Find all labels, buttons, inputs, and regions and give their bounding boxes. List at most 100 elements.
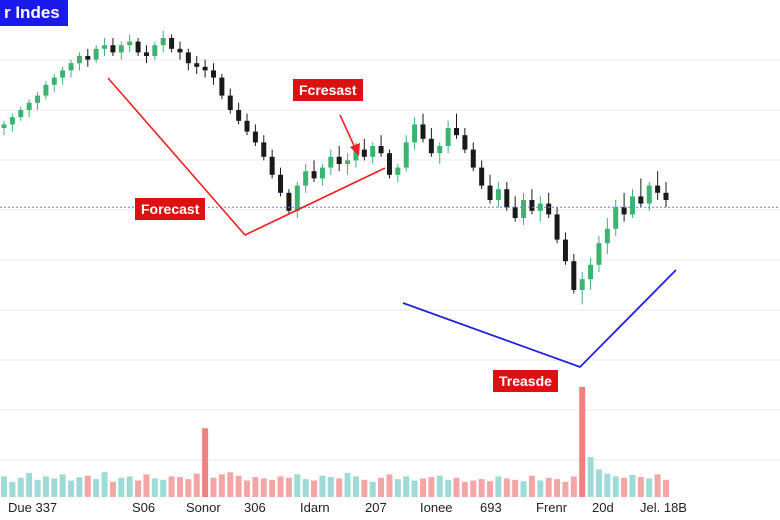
red-trend-line [107, 77, 386, 236]
volume-bar [528, 475, 535, 497]
volume-bar [168, 476, 175, 497]
volume-bar [93, 479, 100, 497]
candle-body [487, 185, 493, 200]
red-forecast-arrow [339, 114, 357, 151]
volume-bar [654, 474, 661, 497]
candle-body [185, 52, 191, 64]
candle-body [521, 200, 527, 218]
volume-bar [637, 477, 644, 497]
volume-bar [595, 469, 602, 497]
volume-bar [244, 480, 251, 497]
candle-body [76, 56, 82, 64]
volume-bar [109, 481, 116, 497]
volume-bar [478, 479, 485, 497]
red-forecast-arrowhead [350, 143, 360, 156]
volume-bar [160, 479, 167, 497]
candle-body [60, 70, 66, 78]
volume-bar [403, 476, 410, 497]
candle-body [629, 196, 635, 215]
volume-bar [344, 472, 351, 497]
volume-bar [587, 457, 594, 497]
candle-body [571, 261, 577, 290]
volume-bar [453, 477, 460, 497]
volume-bar [570, 476, 577, 497]
volume-bar [663, 479, 669, 497]
candle-body [210, 70, 216, 78]
candle-body [412, 124, 418, 143]
volume-bar [361, 479, 368, 497]
candle-body [35, 95, 41, 103]
candle-body [68, 63, 74, 71]
candle-body [18, 110, 24, 118]
volume-bar [327, 477, 334, 497]
volume-bar [185, 479, 192, 497]
candle-body [9, 117, 15, 125]
candle-body [135, 41, 141, 53]
candle-body [269, 156, 275, 175]
candle-body [588, 264, 594, 280]
volume-bar [411, 480, 418, 497]
candle-body [152, 45, 158, 56]
x-tick-label: Sonor [186, 500, 221, 515]
candle-body [102, 45, 108, 49]
x-tick-label: 207 [365, 500, 387, 515]
volume-bar [537, 480, 544, 497]
x-tick-label: 306 [244, 500, 266, 515]
x-tick-label: S06 [132, 500, 156, 515]
volume-bar [579, 387, 586, 497]
candle-body [143, 52, 149, 56]
candle-body [646, 185, 652, 204]
volume-bar [260, 478, 267, 497]
blue-trend-line [402, 269, 677, 369]
candle-body [579, 279, 585, 290]
candle-body [286, 192, 292, 211]
volume-bar [545, 477, 552, 497]
volume-bar [277, 476, 284, 497]
candle-body [110, 45, 116, 53]
callout-forecast-top: Fcresast [292, 78, 364, 102]
candle-body [395, 167, 401, 175]
candle-body [26, 102, 32, 110]
volume-bar [487, 481, 494, 497]
candle-body [386, 153, 392, 175]
volume-bar [202, 428, 209, 497]
candle-body [236, 110, 242, 121]
volume-bar [311, 480, 318, 497]
volume-bar [34, 479, 41, 497]
candle-body [403, 142, 409, 168]
volume-bar [269, 479, 276, 497]
candle-body [428, 138, 434, 154]
volume-bar [352, 476, 359, 497]
candle-body [437, 146, 443, 154]
volume-bar [26, 472, 33, 497]
candle-body [169, 38, 175, 49]
x-tick-label: Jel. 18B [640, 500, 687, 515]
volume-bar [151, 478, 158, 497]
candle-body [51, 77, 57, 85]
volume-bar [445, 479, 452, 497]
volume-bar [235, 475, 242, 497]
volume-bar [118, 477, 125, 497]
volume-bar [285, 477, 292, 497]
candle-body [194, 63, 200, 67]
volume-bar [218, 474, 225, 497]
candle-body [43, 84, 49, 96]
candle-body [252, 131, 258, 143]
candle-body [261, 142, 267, 157]
volume-bar [76, 477, 83, 497]
volume-bar [59, 474, 66, 497]
volume-bar [554, 479, 561, 497]
x-tick-label: 693 [480, 500, 502, 515]
callout-trend-low: Treasde [492, 369, 559, 393]
volume-bar [512, 479, 519, 497]
volume-bar [646, 478, 653, 497]
candle-body [345, 160, 351, 164]
candle-body [479, 167, 485, 186]
volume-bar [227, 472, 234, 497]
chart-grid [0, 59, 780, 461]
volume-bar [319, 475, 326, 497]
candle-body [470, 149, 476, 168]
volume-bar [562, 481, 569, 497]
volume-bar [126, 476, 133, 497]
volume-bar [520, 481, 527, 497]
